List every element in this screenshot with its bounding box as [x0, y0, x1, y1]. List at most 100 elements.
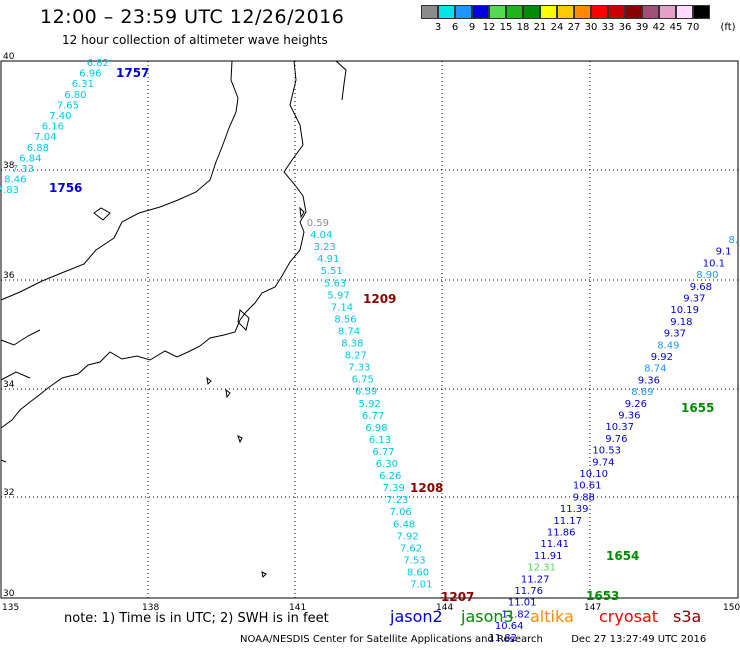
- legend-swatch: [421, 5, 438, 19]
- lat-label: 38: [3, 161, 15, 171]
- swh-value: 6.88: [27, 143, 49, 154]
- legend-label: 70: [686, 22, 700, 33]
- legend-swatch: [455, 5, 472, 19]
- swh-value: 7.53: [403, 555, 425, 566]
- swh-value: 9.18: [670, 317, 692, 328]
- lon-label: 141: [289, 603, 306, 613]
- swh-value: 8.: [728, 235, 738, 246]
- graticule: [1, 61, 738, 598]
- swh-value: 9.1: [716, 247, 732, 258]
- lat-labels: 40 38 36 34 32 30: [3, 52, 15, 599]
- swh-value: 10.37: [605, 422, 634, 433]
- time-label: 1209: [363, 292, 396, 306]
- legend-label: 15: [499, 22, 513, 33]
- legend-swatch: [608, 5, 625, 19]
- swh-value: 4.91: [317, 254, 339, 265]
- swh-value: 7.65: [57, 100, 79, 111]
- swh-value: 5.51: [321, 266, 343, 277]
- swh-value: 9.37: [683, 294, 705, 305]
- swh-value: 6.82: [87, 58, 109, 69]
- swh-value: 9.26: [625, 399, 647, 410]
- legend-swatch: [625, 5, 642, 19]
- lat-label: 32: [3, 488, 14, 498]
- swh-value: 10.19: [670, 305, 699, 316]
- swh-value: 11.86: [547, 528, 576, 539]
- legend-label: 12: [482, 22, 496, 33]
- time-label: 1655: [681, 401, 714, 415]
- lon-label: 144: [436, 603, 453, 613]
- swh-value: 10.61: [573, 481, 602, 492]
- lat-label: 40: [3, 52, 15, 62]
- swh-value: 11.27: [521, 574, 550, 585]
- swh-value: 9.68: [690, 282, 712, 293]
- legend-label: 18: [516, 22, 530, 33]
- swh-value: 8.27: [345, 351, 367, 362]
- swh-value: 7.23: [386, 495, 408, 506]
- swh-value: 6.16: [42, 122, 64, 133]
- time-label: 1653: [586, 589, 619, 603]
- swh-value: 6.75: [352, 375, 374, 386]
- legend-swatch: [693, 5, 710, 19]
- swh-value: 8.74: [338, 326, 360, 337]
- swh-value: 8.49: [657, 340, 679, 351]
- legend-swatch: [506, 5, 523, 19]
- swh-value: 8.38: [341, 339, 363, 350]
- swh-value: 4.04: [310, 230, 332, 241]
- legend-label: 33: [601, 22, 615, 33]
- lat-label: 34: [3, 380, 15, 390]
- satellite-label-s3a: s3a: [673, 607, 702, 626]
- swh-value: 9.88: [573, 492, 595, 503]
- time-label: 1208: [410, 481, 443, 495]
- satellite-label-jason2: jason2: [390, 607, 443, 626]
- coastline: [0, 60, 347, 579]
- swh-value: 8.69: [631, 387, 653, 398]
- lon-label: 135: [2, 603, 19, 613]
- swh-value: 11.01: [508, 598, 537, 609]
- swh-value: 8.60: [407, 568, 429, 579]
- swh-value: 7.33: [12, 164, 34, 175]
- footer-credit: NOAA/NESDIS Center for Satellite Applica…: [240, 634, 543, 645]
- legend-swatch: [540, 5, 557, 19]
- swh-value: 9.74: [592, 457, 614, 468]
- legend-swatch: [489, 5, 506, 19]
- map-frame: [0, 60, 739, 599]
- legend-label: 6: [451, 22, 459, 33]
- satellite-label-altika: altika: [530, 607, 574, 626]
- swh-value: 12.31: [527, 563, 556, 574]
- swh-value: 11.39: [560, 504, 589, 515]
- legend-swatch: [574, 5, 591, 19]
- swh-value: 6.59: [355, 387, 377, 398]
- legend-label: 42: [652, 22, 666, 33]
- legend-label: 24: [550, 22, 564, 33]
- swh-value: 11.41: [540, 539, 569, 550]
- time-label: 1207: [441, 590, 474, 604]
- swh-value: 6.96: [79, 69, 101, 80]
- swh-value: 11.82: [501, 609, 530, 620]
- swh-value: 11.17: [553, 516, 582, 527]
- swh-value: 5.63: [324, 278, 346, 289]
- legend-swatch: [659, 5, 676, 19]
- swh-value: 9.37: [664, 329, 686, 340]
- swh-value: 6.84: [19, 153, 41, 164]
- legend-swatch: [591, 5, 608, 19]
- map-subtitle: 12 hour collection of altimeter wave hei…: [62, 33, 328, 47]
- legend-label: 36: [618, 22, 632, 33]
- swh-value: 7.06: [390, 507, 412, 518]
- swh-value: 3.23: [314, 242, 336, 253]
- lon-label: 147: [584, 603, 601, 613]
- lon-label: 150: [723, 603, 740, 613]
- time-label: 1654: [606, 549, 639, 563]
- footer: NOAA/NESDIS Center for Satellite Applica…: [240, 634, 706, 645]
- swh-value: 9.36: [638, 375, 660, 386]
- swh-value: 6.48: [393, 519, 415, 530]
- legend-swatch: [557, 5, 574, 19]
- swh-value: 0.59: [307, 218, 329, 229]
- lat-label: 36: [3, 271, 15, 281]
- legend-swatch: [642, 5, 659, 19]
- lon-label: 138: [142, 603, 159, 613]
- swh-value: 6.31: [72, 79, 94, 90]
- swh-value: 9.36: [618, 411, 640, 422]
- swh-value: 8.74: [644, 364, 666, 375]
- map-title: 12:00 – 23:59 UTC 12/26/2016: [40, 6, 345, 28]
